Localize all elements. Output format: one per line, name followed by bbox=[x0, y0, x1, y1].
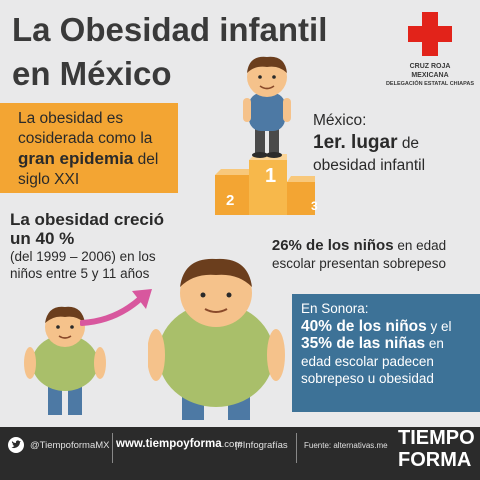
footer-bar: @TiempoformaMX www.tiempoyforma.com |#In… bbox=[0, 427, 480, 480]
twitter-icon[interactable] bbox=[8, 437, 24, 453]
large-child-illustration bbox=[148, 258, 285, 420]
sonora-mid: y el bbox=[430, 318, 452, 334]
sonora-bold-1: 40% de los niños bbox=[301, 317, 427, 335]
red-cross-line-2: MEXICANA bbox=[411, 72, 449, 79]
footer-website-rest: .com bbox=[221, 439, 243, 450]
small-child-illustration bbox=[24, 306, 106, 415]
footer-website-bold: www.tiempoyforma bbox=[116, 438, 222, 450]
podium-second-label: 2 bbox=[226, 192, 235, 209]
sonora-rest: edad escolar padecen sobrepeso u obesida… bbox=[301, 353, 434, 387]
growth-stat: La obesidad creció un 40 % (del 1999 – 2… bbox=[10, 210, 180, 282]
footer-divider-1 bbox=[112, 433, 113, 463]
red-cross-line-1: CRUZ ROJA bbox=[409, 63, 451, 70]
sonora-box: En Sonora: 40% de los niños y el 35% de … bbox=[292, 294, 480, 412]
mexico-line-3: obesidad infantil bbox=[313, 157, 426, 174]
podium-first-label: 1 bbox=[265, 165, 277, 187]
red-cross-icon bbox=[408, 12, 452, 56]
sonora-line-1: En Sonora: bbox=[301, 301, 369, 316]
podium-third-block bbox=[287, 182, 315, 215]
children-stat-rest-1: en edad bbox=[397, 238, 447, 253]
podium-third-label: 3 bbox=[311, 199, 318, 213]
sonora-mid-2: en bbox=[428, 336, 444, 351]
epidemic-pre: La obesidad es cosiderada como la bbox=[18, 110, 153, 147]
footer-website[interactable]: www.tiempoyforma.com bbox=[116, 438, 242, 451]
epidemic-post: del siglo XXI bbox=[18, 151, 159, 188]
growth-bold: La obesidad creció un 40 % bbox=[10, 210, 164, 248]
footer-hashtag[interactable]: |#Infografías bbox=[235, 440, 288, 451]
growth-arrow-icon bbox=[80, 289, 152, 326]
logo-line-1: TIEMPO bbox=[398, 427, 475, 449]
children-stat-bold: 26% de los niños bbox=[271, 237, 394, 254]
tiempo-forma-logo: TIEMPO FORMA bbox=[398, 427, 478, 471]
title-line-2: en México bbox=[12, 55, 172, 92]
red-cross-line-3: DELEGACIÓN ESTATAL CHIAPAS bbox=[385, 81, 475, 87]
footer-source: Fuente: alternativas.me bbox=[304, 441, 388, 450]
sonora-bold-2: 35% de las niñas bbox=[301, 335, 426, 352]
red-cross-label: CRUZ ROJA MEXICANA DELEGACIÓN ESTATAL CH… bbox=[376, 62, 480, 89]
mexico-ranking: México: 1er. lugar de obesidad infantil bbox=[313, 110, 473, 177]
children-stat: 26% de los niños en edad escolar present… bbox=[244, 237, 474, 273]
epidemic-box: La obesidad es cosiderada como la gran e… bbox=[0, 103, 178, 193]
footer-divider-2 bbox=[296, 433, 297, 463]
mexico-line-1: México: bbox=[313, 112, 367, 129]
title-line-1: La Obesidad infantil bbox=[12, 11, 328, 48]
podium-illustration bbox=[215, 56, 315, 215]
epidemic-bold: gran epidemia bbox=[18, 149, 134, 168]
children-stat-rest-2: escolar presentan sobrepeso bbox=[271, 256, 447, 271]
growth-rest: (del 1999 – 2006) en los niños entre 5 y… bbox=[10, 249, 156, 281]
logo-line-2: FORMA bbox=[398, 449, 472, 471]
footer-twitter-handle[interactable]: @TiempoformaMX bbox=[30, 440, 110, 451]
podium-first-block bbox=[249, 160, 287, 215]
mexico-mid: de bbox=[401, 135, 420, 152]
podium-second-block bbox=[215, 175, 249, 215]
mexico-bold: 1er. lugar bbox=[313, 132, 398, 153]
page-title: La Obesidad infantil en México bbox=[12, 8, 342, 96]
